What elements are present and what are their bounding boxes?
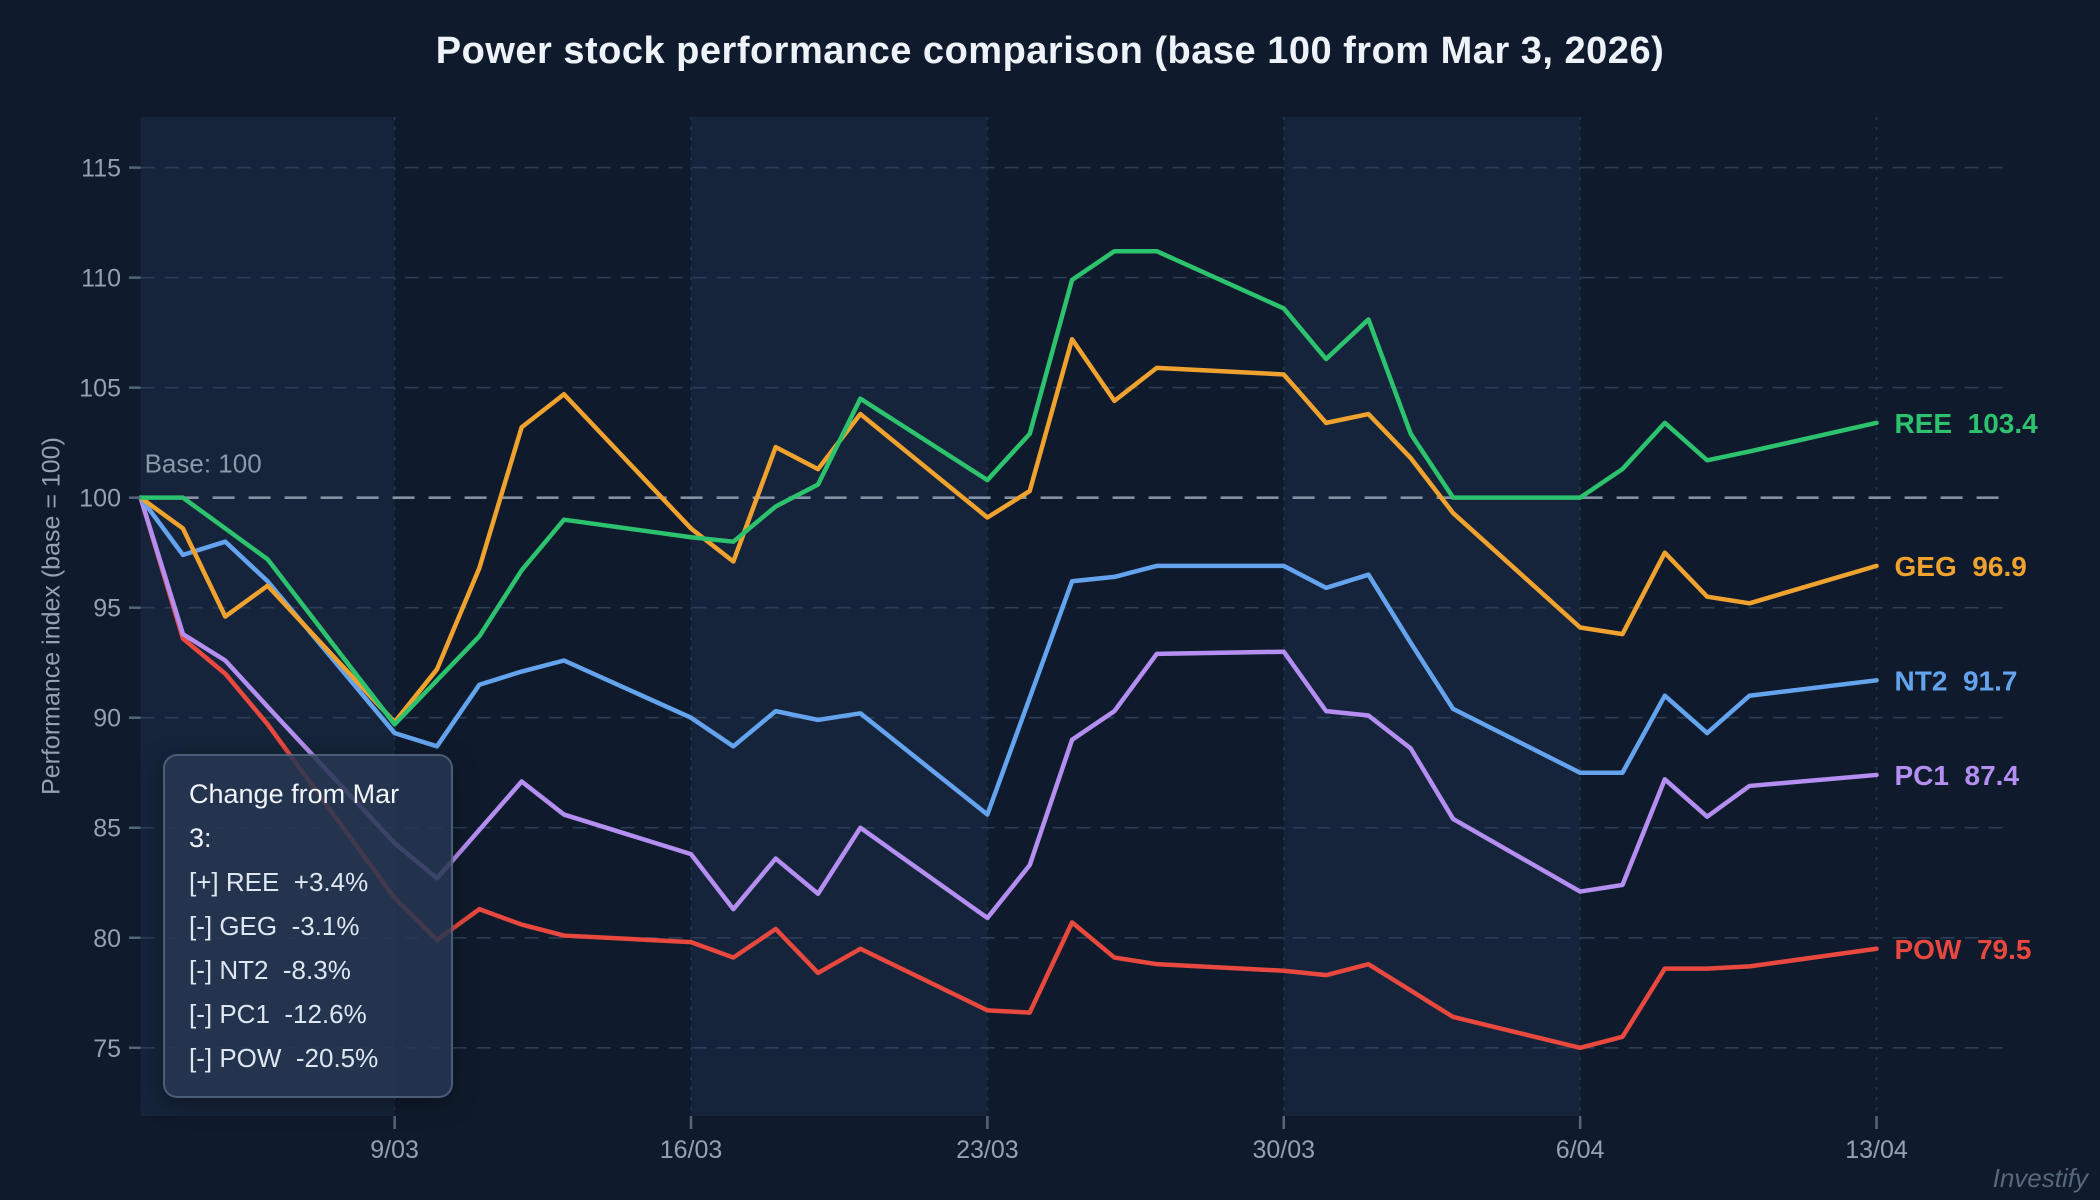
x-tick-label: 16/03: [660, 1136, 723, 1164]
week-band: [1283, 117, 1581, 1116]
series-line-GEG: [138, 336, 1879, 725]
series-end-label-PC1: PC1 87.4: [1895, 760, 2020, 791]
tooltip-row-pow: [-] POW -20.5%: [189, 1043, 379, 1073]
x-tick-label: 23/03: [956, 1136, 1019, 1164]
chart-title: Power stock performance comparison (base…: [435, 30, 1665, 72]
series-line-NT2: [138, 495, 1879, 817]
tooltip-row-ree: [+] REE +3.4%: [189, 867, 369, 897]
series-end-label-POW: POW 79.5: [1895, 934, 2032, 965]
series-end-label-REE: REE 103.4: [1895, 408, 2039, 439]
week-shading-bands: [140, 117, 1581, 1116]
tooltip-row-geg: [-] GEG -3.1%: [189, 911, 360, 941]
y-tick-label: 85: [93, 815, 121, 843]
y-tick-label: 110: [81, 265, 121, 293]
base-100-label: Base: 100: [145, 449, 262, 479]
week-band: [691, 117, 988, 1116]
watermark: Investify: [1992, 1163, 2088, 1193]
y-tick-label: 75: [93, 1035, 121, 1063]
vertical-gridlines: [393, 117, 1878, 1116]
tooltip-row-pc1: [-] PC1 -12.6%: [189, 999, 367, 1029]
y-tick-label: 115: [81, 155, 121, 183]
tooltip-row-nt2: [-] NT2 -8.3%: [189, 955, 351, 985]
y-tick-label: 100: [79, 485, 121, 513]
y-tick-label: 80: [93, 925, 121, 953]
base-100-line: Base: 100: [140, 449, 2012, 499]
series-end-labels: POW 79.5 PC1 87.4 NT2 91.7 GEG 96.9 REE 103.…: [1895, 408, 2039, 965]
series-line-REE: [138, 248, 1879, 727]
series-end-label-NT2: NT2 91.7: [1895, 665, 2018, 696]
y-tick-label: 105: [79, 375, 121, 403]
change-tooltip: Change from Mar 3: [+] REE +3.4% [-] GEG…: [163, 754, 453, 1098]
series-end-label-GEG: GEG 96.9: [1895, 551, 2027, 582]
y-tick-label: 95: [93, 595, 121, 623]
axis-ticks-and-labels: 9/03 16/03 23/03 30/03 6/04 13/04 75 80 85 90 95 10…: [79, 155, 1908, 1164]
y-tick-label: 90: [93, 705, 121, 733]
x-tick-label: 30/03: [1252, 1136, 1315, 1164]
x-tick-label: 9/03: [370, 1136, 419, 1164]
tooltip-title: Change from Mar 3:: [189, 779, 400, 853]
x-tick-label: 13/04: [1845, 1136, 1908, 1164]
x-tick-label: 6/04: [1556, 1136, 1605, 1164]
